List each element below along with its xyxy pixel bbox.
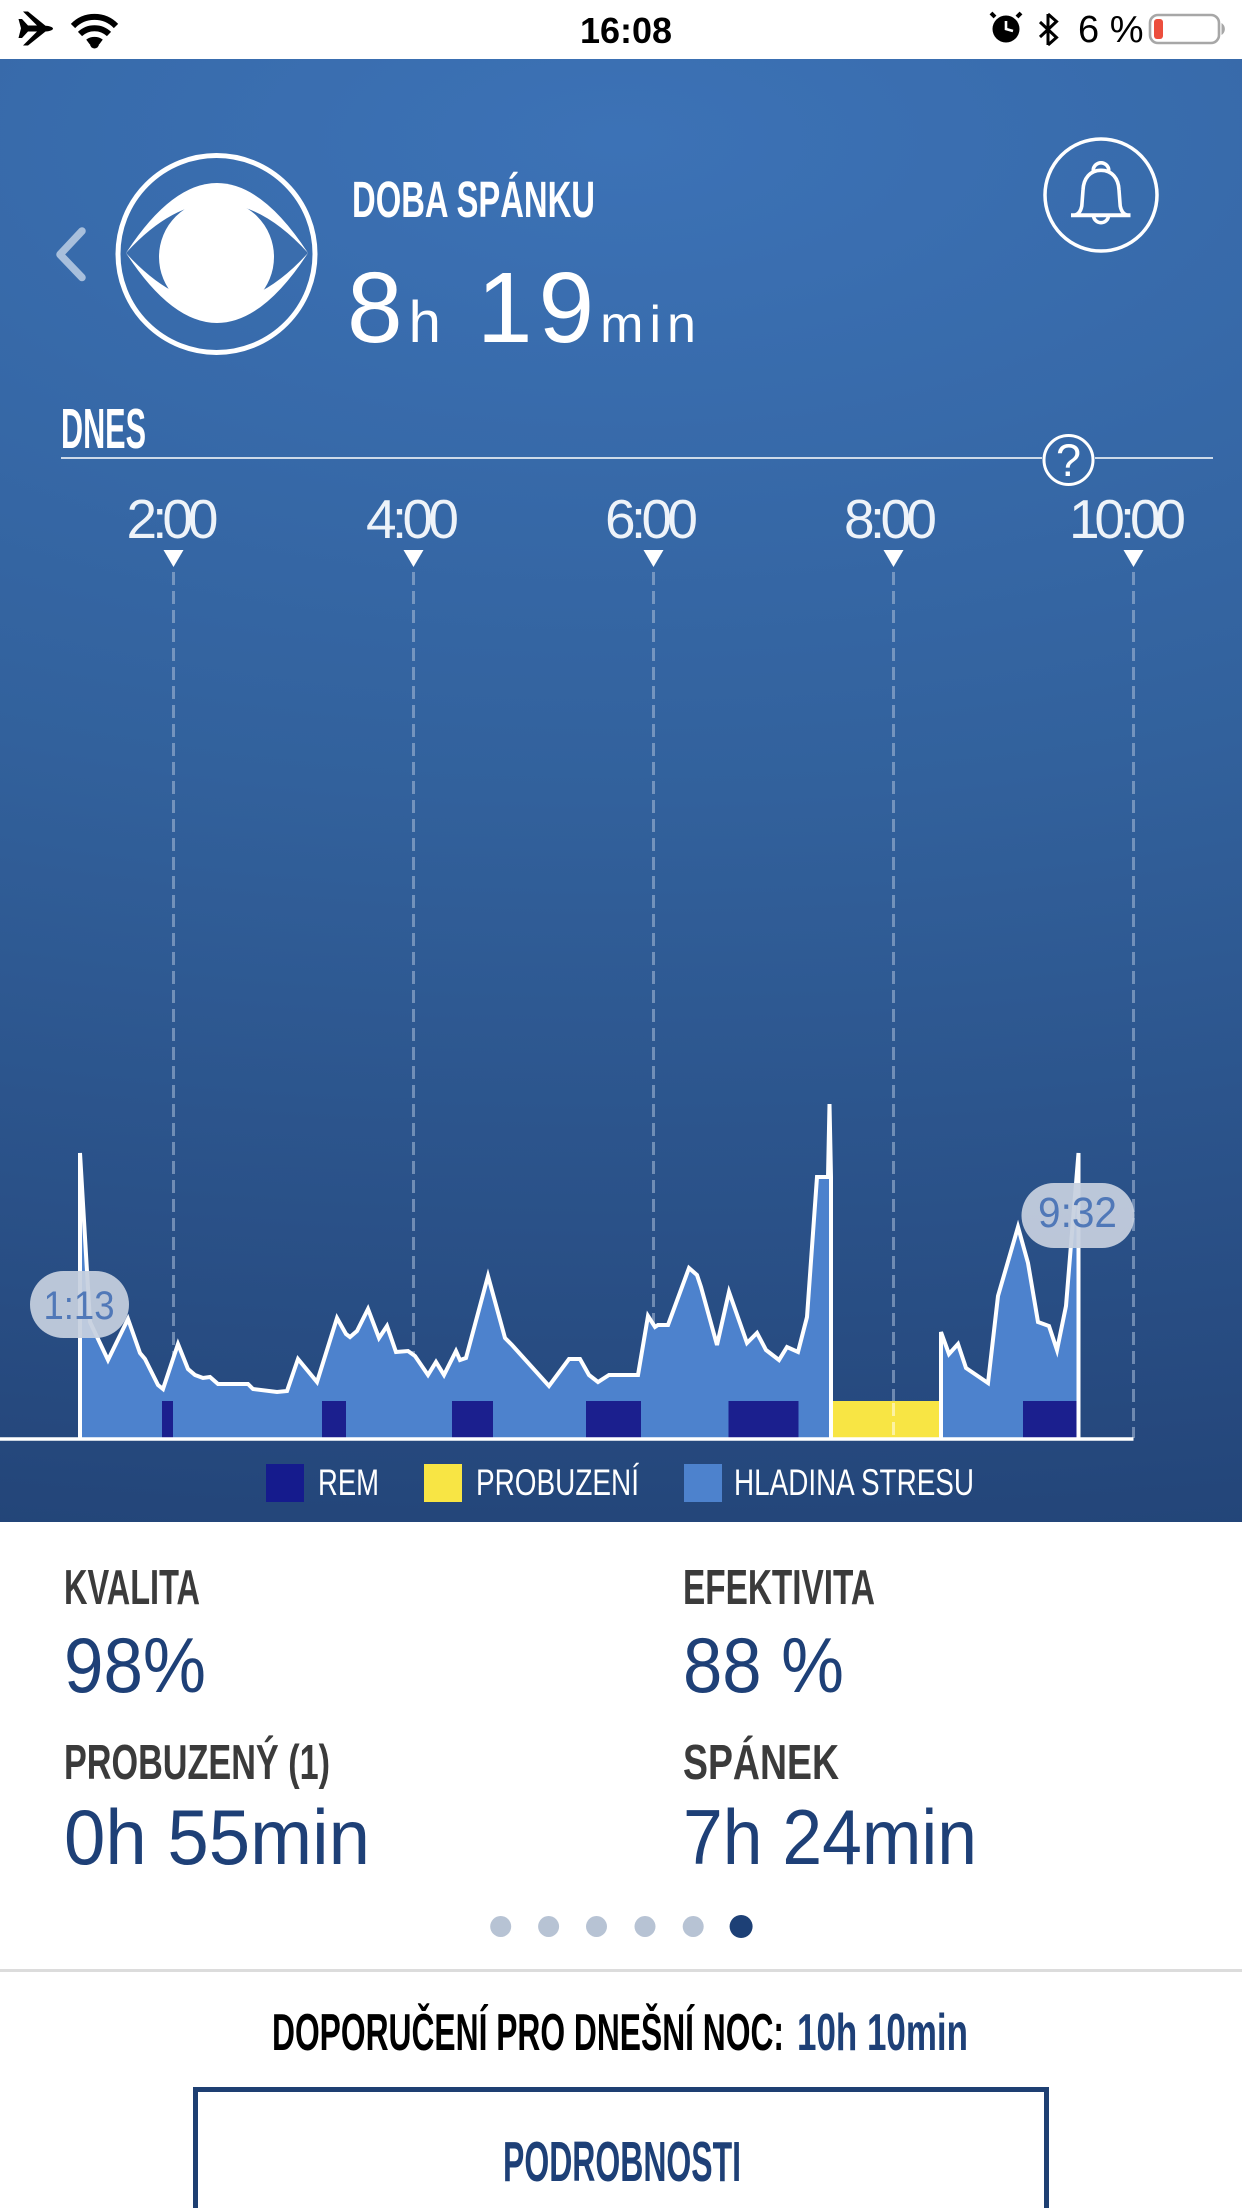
svg-text:PODROBNOSTI: PODROBNOSTI (503, 2130, 741, 2194)
svg-text:DNES: DNES (61, 397, 146, 461)
svg-text:DOBA SPÁNKU: DOBA SPÁNKU (352, 171, 595, 228)
svg-text:KVALITA: KVALITA (64, 1561, 200, 1615)
svg-text:4:00: 4:00 (366, 488, 459, 550)
svg-text:9:32: 9:32 (1038, 1189, 1117, 1237)
svg-text:16:08: 16:08 (580, 10, 672, 51)
svg-text:6 %: 6 % (1078, 9, 1143, 51)
svg-text:10h 10min: 10h 10min (797, 2004, 968, 2062)
svg-text:0h 55min: 0h 55min (64, 1793, 370, 1881)
svg-text:PROBUZENÍ: PROBUZENÍ (476, 1462, 640, 1503)
svg-text:1:13: 1:13 (44, 1284, 115, 1328)
svg-text:88 %: 88 % (683, 1621, 844, 1709)
svg-text:REM: REM (318, 1462, 379, 1503)
svg-text:SPÁNEK: SPÁNEK (683, 1736, 839, 1790)
svg-text:10:00: 10:00 (1069, 488, 1186, 550)
svg-text:7h 24min: 7h 24min (683, 1793, 977, 1881)
svg-text:EFEKTIVITA: EFEKTIVITA (683, 1561, 875, 1615)
svg-text:98%: 98% (64, 1621, 206, 1709)
svg-text:?: ? (1056, 435, 1081, 486)
svg-text:8:00: 8:00 (844, 488, 937, 550)
svg-text:2:00: 2:00 (127, 488, 219, 550)
svg-text:HLADINA STRESU: HLADINA STRESU (734, 1462, 974, 1503)
svg-text:6:00: 6:00 (605, 488, 698, 550)
svg-text:PROBUZENÝ (1): PROBUZENÝ (1) (64, 1736, 330, 1790)
svg-text:DOPORUČENÍ PRO DNEŠNÍ NOC:: DOPORUČENÍ PRO DNEŠNÍ NOC: (272, 2003, 784, 2062)
